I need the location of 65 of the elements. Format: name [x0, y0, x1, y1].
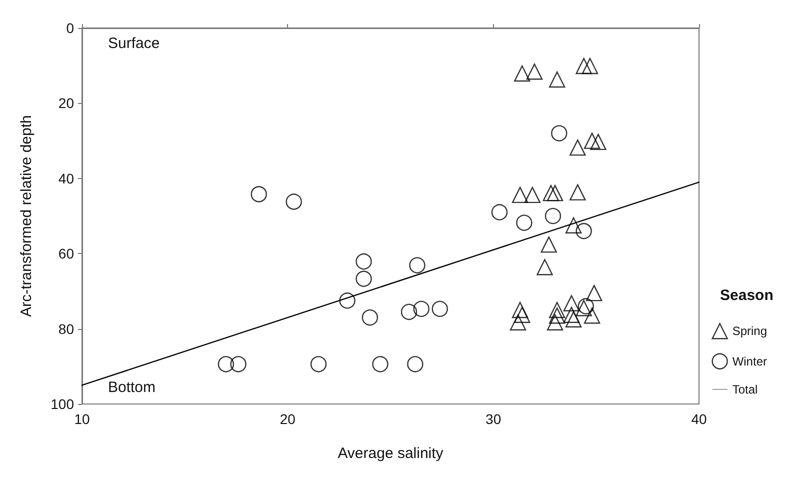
- point: [512, 186, 528, 204]
- point: [356, 253, 372, 270]
- point: [413, 300, 430, 317]
- point: [526, 64, 543, 80]
- point: [407, 356, 424, 372]
- point: [551, 125, 568, 142]
- x-tick-label: 20: [280, 411, 296, 427]
- point: [514, 306, 530, 323]
- point: [514, 65, 530, 82]
- legend-label: Total: [732, 382, 758, 396]
- y-tick-label: 100: [50, 396, 74, 412]
- legend-label: Spring: [732, 324, 767, 338]
- y-tick-label: 40: [58, 170, 74, 186]
- point: [586, 284, 602, 302]
- point: [546, 184, 564, 202]
- point: [491, 204, 508, 220]
- point: [362, 309, 378, 326]
- point: [310, 356, 327, 372]
- x-tick-label: 40: [691, 411, 707, 427]
- x-tick-label: 10: [74, 411, 90, 427]
- point: [548, 71, 566, 88]
- y-tick-label: 0: [66, 20, 74, 36]
- annotation: Surface: [108, 35, 160, 52]
- legend-title: Season: [720, 287, 774, 304]
- y-axis-title: Arc-transformed relative depth: [18, 115, 35, 317]
- point: [536, 259, 553, 276]
- point: [540, 236, 557, 253]
- legend-label: Winter: [732, 354, 767, 368]
- point: [372, 356, 388, 372]
- y-tick-label: 60: [58, 246, 74, 262]
- point: [563, 306, 580, 323]
- point: [409, 257, 426, 274]
- point: [570, 184, 586, 200]
- point: [548, 308, 566, 324]
- point: [230, 356, 246, 372]
- x-axis-title: Average salinity: [338, 445, 444, 462]
- point: [582, 58, 598, 74]
- point: [565, 311, 582, 328]
- point: [510, 314, 526, 331]
- point: [516, 214, 532, 231]
- point: [544, 208, 562, 224]
- point: [570, 139, 586, 156]
- point: [576, 58, 592, 74]
- point: [218, 356, 234, 372]
- point: [542, 184, 560, 202]
- point: [584, 132, 600, 149]
- point: [565, 217, 582, 234]
- point: [548, 302, 566, 318]
- point: [563, 295, 580, 312]
- point: [584, 308, 600, 324]
- point: [546, 314, 564, 331]
- point: [250, 186, 267, 202]
- y-tick-label: 20: [58, 95, 74, 112]
- point: [356, 270, 372, 287]
- annotation: Bottom: [108, 379, 156, 396]
- y-tick-label: 80: [58, 320, 74, 337]
- point: [576, 222, 592, 240]
- point: [524, 186, 541, 204]
- point: [400, 304, 418, 320]
- point: [590, 134, 606, 150]
- point: [286, 194, 302, 210]
- point: [339, 292, 356, 309]
- point: [432, 300, 448, 317]
- point: [512, 302, 528, 318]
- x-tick-label: 30: [486, 411, 502, 427]
